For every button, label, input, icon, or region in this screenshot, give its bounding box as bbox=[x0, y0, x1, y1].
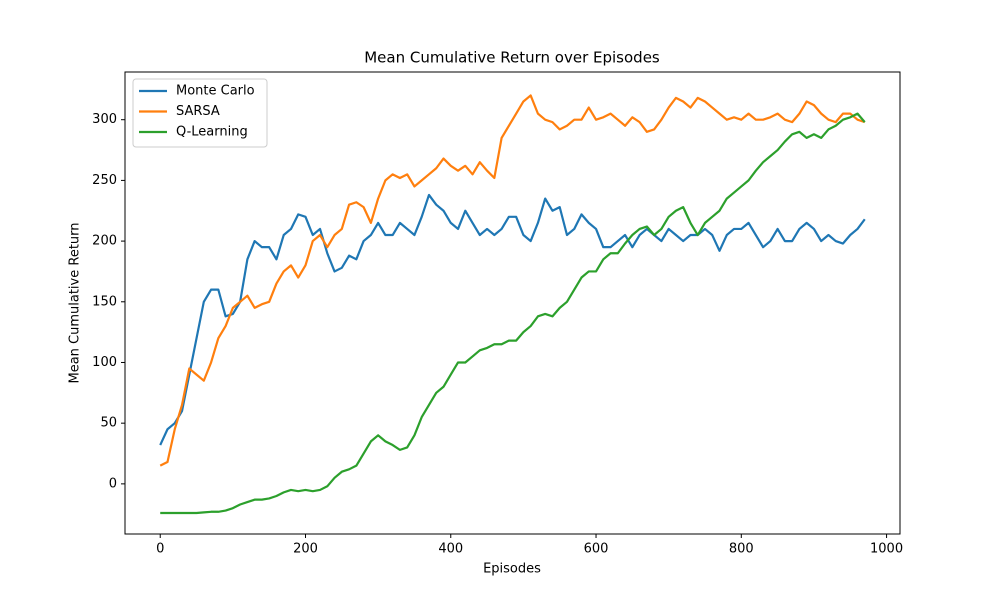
y-tick-label: 100 bbox=[92, 355, 117, 370]
series-line bbox=[159, 94, 866, 467]
x-tick-label: 800 bbox=[729, 542, 754, 557]
series-line bbox=[160, 112, 866, 515]
y-tick-label: 300 bbox=[92, 112, 117, 127]
y-axis-label: Mean Cumulative Return bbox=[68, 222, 83, 383]
legend-label: SARSA bbox=[176, 104, 220, 119]
x-tick-label: 1000 bbox=[870, 542, 903, 557]
y-tick-label: 50 bbox=[100, 416, 117, 431]
x-tick-label: 200 bbox=[293, 542, 318, 557]
legend-label: Q-Learning bbox=[176, 125, 248, 140]
y-tick-label: 0 bbox=[109, 476, 117, 491]
y-tick-label: 250 bbox=[92, 173, 117, 188]
legend-box bbox=[132, 78, 268, 148]
x-tick-label: 400 bbox=[438, 542, 463, 557]
x-axis-label: Episodes bbox=[483, 562, 541, 577]
x-tick-label: 0 bbox=[156, 542, 164, 557]
y-tick-label: 200 bbox=[92, 234, 117, 249]
legend-label: Monte Carlo bbox=[176, 84, 255, 99]
x-tick-label: 600 bbox=[584, 542, 609, 557]
y-tick-label: 150 bbox=[92, 294, 117, 309]
plot-frame bbox=[124, 71, 901, 535]
series-line bbox=[159, 193, 866, 446]
chart-title: Mean Cumulative Return over Episodes bbox=[364, 49, 660, 67]
